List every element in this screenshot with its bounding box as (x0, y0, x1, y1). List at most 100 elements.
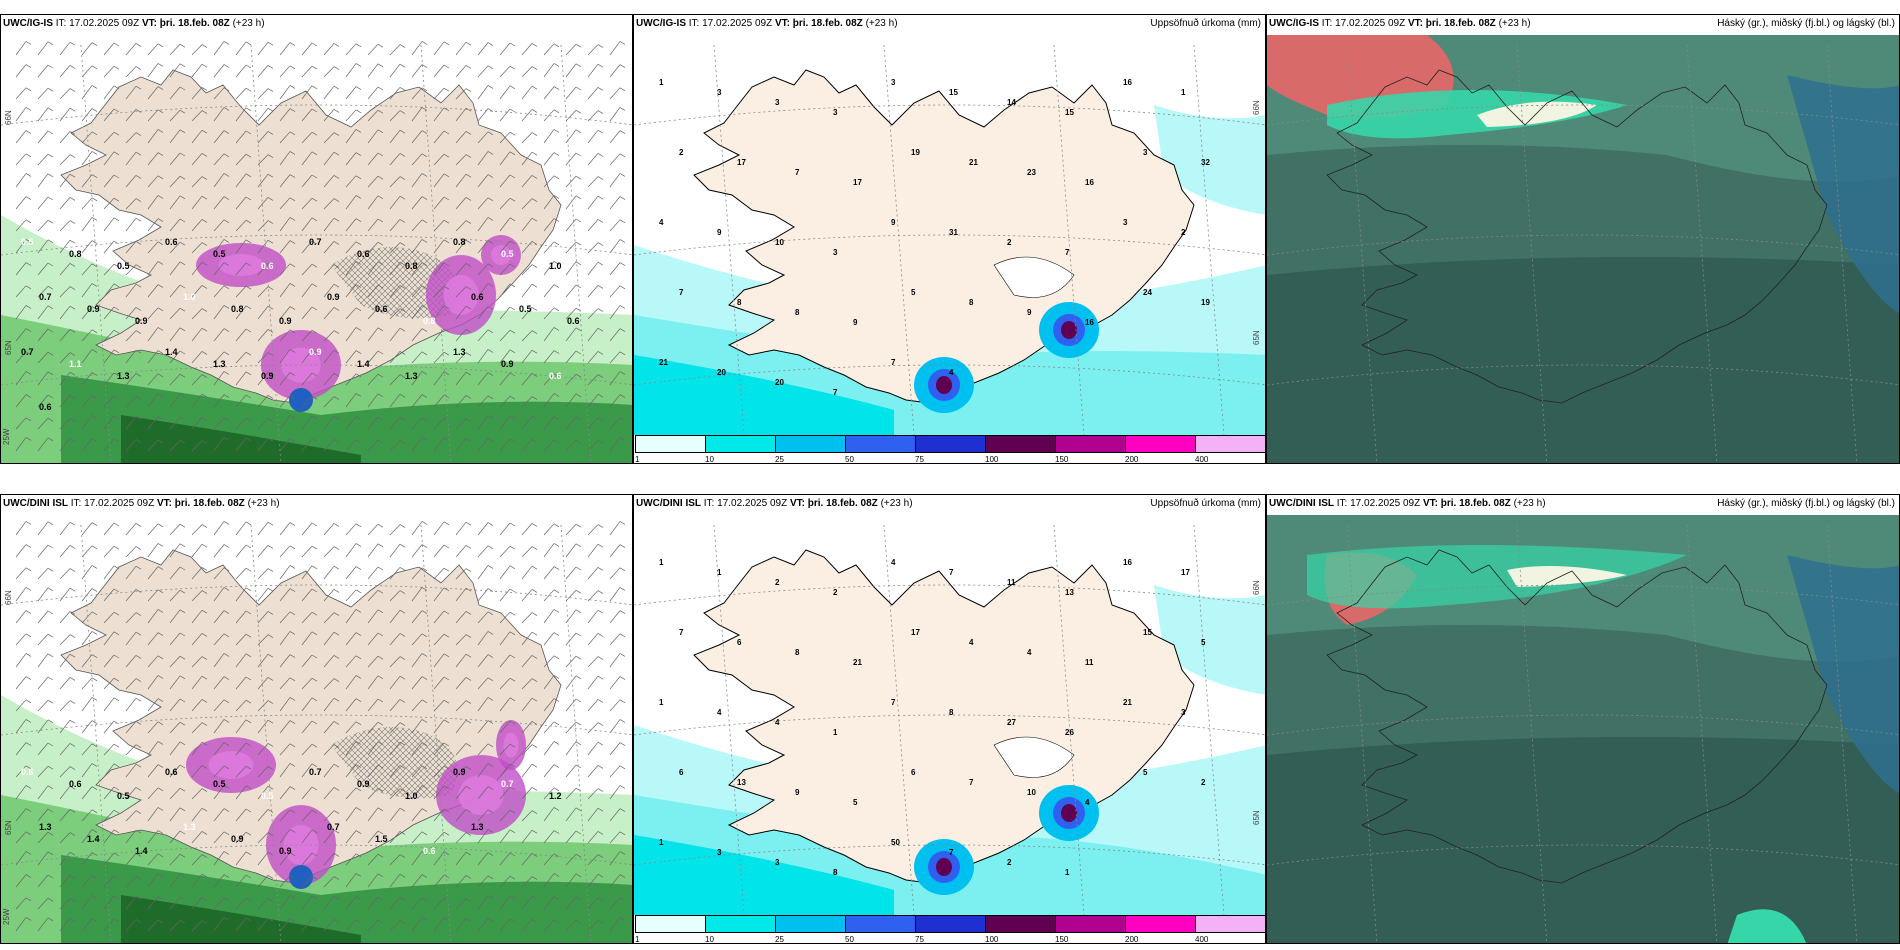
temp-value-label: 1.3 (117, 371, 130, 381)
low-cloud-dense (1267, 737, 1899, 943)
precip-value-label: 7 (679, 288, 684, 297)
precip-value-label: 7 (795, 168, 800, 177)
precip-value-label: 3 (1181, 708, 1186, 717)
colorbar-swatch (1125, 435, 1196, 453)
grid-label: 66N (4, 110, 13, 125)
temp-value-label: 0.6 (549, 371, 562, 381)
temp-value-label: 0.6 (261, 261, 274, 271)
temp-value-label: 0.8 (453, 237, 466, 247)
colorbar-swatch (1195, 915, 1265, 933)
precip-value-label: 6 (737, 638, 742, 647)
bottom-temp-map: 66N65N25W0.60.60.50.60.50.50.70.91.00.90… (1, 521, 632, 943)
temp-value-label: 0.6 (423, 846, 436, 856)
colorbar-swatch (985, 435, 1056, 453)
colorbar-swatch (845, 435, 916, 453)
graticule (1, 524, 632, 943)
precip-value-label: 27 (1007, 718, 1016, 727)
precip-value-label: 13 (1065, 588, 1074, 597)
top-cloud-panel: UWC/IG-IS IT: 17.02.2025 09Z VT: þri. 18… (1266, 14, 1900, 464)
top-precip-colorbar (635, 435, 1265, 453)
precip-value-label: 16 (1085, 318, 1094, 327)
temp-value-label: 0.6 (165, 237, 178, 247)
precip-value-label: 1 (659, 698, 664, 707)
iceland-outline (1326, 69, 1828, 404)
temp-value-label: 0.9 (231, 834, 244, 844)
grid-label: 25W (2, 428, 11, 445)
temp-value-label: 0.8 (405, 261, 418, 271)
temp-value-label: 1.2 (549, 791, 562, 801)
temp-value-label: 0.8 (69, 249, 82, 259)
bottom-cloud-panel: UWC/DINI ISL IT: 17.02.2025 09Z VT: þri.… (1266, 494, 1900, 944)
precip-value-label: 4 (1027, 648, 1032, 657)
precip-value-label: 19 (911, 148, 920, 157)
precip-value-label: 16 (1123, 78, 1132, 87)
temp-value-label: 0.9 (279, 846, 292, 856)
temp-value-label: 1.3 (213, 359, 226, 369)
temp-value-label: 1.3 (453, 347, 466, 357)
precip-value-label: 15 (949, 88, 958, 97)
colorbar-swatch (1055, 915, 1126, 933)
temp-value-label: 0.6 (357, 249, 370, 259)
temp-value-label: 1.3 (39, 822, 52, 832)
colorbar-tick-label: 400 (1195, 455, 1209, 464)
top-temp-map: 66N65N25W0.50.80.50.60.50.60.70.60.80.80… (1, 41, 632, 463)
precip-value-label: 11 (1007, 578, 1016, 587)
colorbar-tick-label: 100 (985, 935, 999, 944)
temp-value-label: 0.5 (213, 779, 226, 789)
precip-value-labels: 1122471113161776821174411155144178272621… (659, 558, 1206, 877)
precip-value-label: 2 (1201, 778, 1206, 787)
precip-value-label: 32 (1201, 158, 1210, 167)
precip-value-label: 8 (737, 298, 742, 307)
temp-value-label: 1.0 (549, 261, 562, 271)
glacier-outline (993, 736, 1075, 778)
precip-value-label: 20 (717, 368, 726, 377)
colorbar-tick-label: 200 (1125, 935, 1139, 944)
precip-value-label: 1 (659, 838, 664, 847)
temp-value-label: 0.9 (87, 304, 100, 314)
precip-value-label: 1 (1065, 868, 1070, 877)
colorbar-swatch (985, 915, 1056, 933)
precip-value-label: 3 (1123, 218, 1128, 227)
precip-value-label: 9 (717, 228, 722, 237)
bottom-precip-header: UWC/DINI ISL IT: 17.02.2025 09Z VT: þri.… (636, 498, 913, 509)
colorbar-tick-label: 50 (845, 455, 854, 464)
top-temp-header: UWC/IG-IS IT: 17.02.2025 09Z VT: þri. 18… (3, 18, 265, 29)
precip-value-label: 3 (833, 108, 838, 117)
colorbar-tick-label: 100 (985, 455, 999, 464)
temp-value-label: 1.0 (183, 292, 196, 302)
grid-label: 66N (1252, 580, 1261, 595)
temp-value-label: 0.5 (213, 249, 226, 259)
colorbar-swatch (775, 435, 846, 453)
precip-value-label: 7 (679, 628, 684, 637)
bottom-temp-header: UWC/DINI ISL IT: 17.02.2025 09Z VT: þri.… (3, 498, 280, 509)
precip-core (289, 388, 313, 412)
bottom-cloud-map (1267, 515, 1899, 943)
colorbar-tick-label: 25 (775, 455, 784, 464)
temp-value-label: 0.9 (453, 767, 466, 777)
grid-label: 66N (1252, 100, 1261, 115)
precip-value-label: 2 (1181, 228, 1186, 237)
temp-value-label: 0.9 (279, 316, 292, 326)
colorbar-tick-label: 1 (635, 935, 640, 944)
precip-value-label: 6 (911, 768, 916, 777)
temp-value-label: 0.9 (357, 779, 370, 789)
precip-value-label: 7 (891, 358, 896, 367)
precip-value-label: 7 (833, 388, 838, 397)
temp-value-label: 0.5 (261, 791, 274, 801)
graticule (1267, 524, 1899, 943)
precip-value-label: 21 (1123, 698, 1132, 707)
temp-value-label: 0.9 (261, 371, 274, 381)
precip-value-label: 13 (737, 778, 746, 787)
precip-value-label: 31 (949, 228, 958, 237)
graticule (1, 44, 632, 463)
precip-value-label: 2 (1007, 858, 1012, 867)
precip-value-label: 4 (775, 718, 780, 727)
cloud-edge (1307, 545, 1687, 609)
colorbar-tick-label: 25 (775, 935, 784, 944)
precip-value-label: 3 (717, 848, 722, 857)
precip-value-label: 14 (1007, 98, 1016, 107)
mid-cloud (1787, 555, 1899, 794)
colorbar-tick-label: 150 (1055, 455, 1069, 464)
colorbar-tick-label: 1 (635, 455, 640, 464)
temp-value-label: 1.4 (87, 834, 100, 844)
